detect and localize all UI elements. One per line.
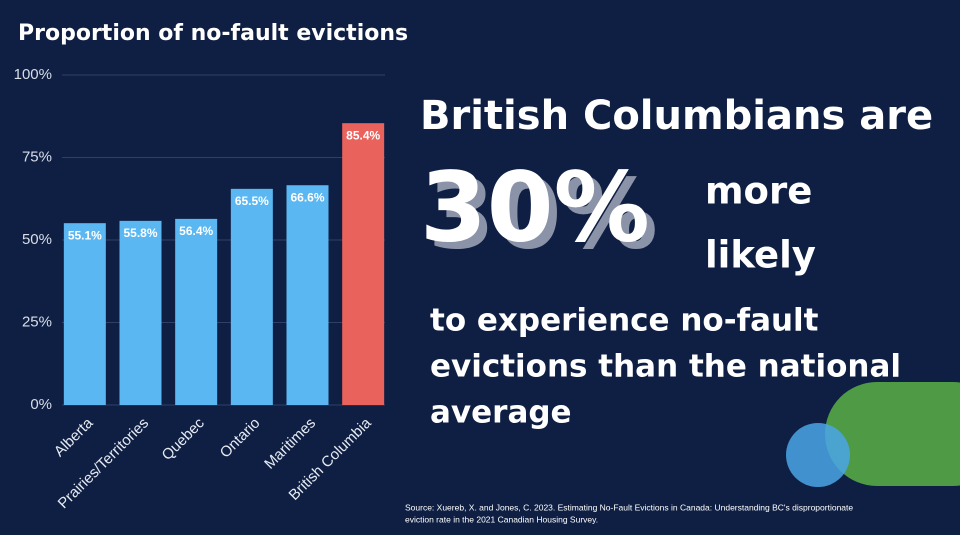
figure-side: more <box>705 170 812 213</box>
headline-lead: British Columbians are <box>420 93 933 139</box>
y-tick-label: 75% <box>22 148 52 165</box>
value-label: 66.6% <box>290 190 324 204</box>
value-label: 55.8% <box>123 226 157 240</box>
headline-body: average <box>430 395 572 431</box>
source: Source: Xuereb, X. and Jones, C. 2023. E… <box>405 502 853 512</box>
figure-shadow: 30% <box>428 158 658 270</box>
value-label: 65.5% <box>235 194 269 208</box>
value-label: 85.4% <box>346 128 380 142</box>
source: eviction rate in the 2021 Canadian Housi… <box>405 514 598 524</box>
bar <box>119 220 162 405</box>
value-label: 55.1% <box>68 228 102 242</box>
bar <box>175 218 218 405</box>
chart-title: Proportion of no-fault evictions <box>18 21 408 46</box>
headline-body: evictions than the national <box>430 349 901 385</box>
bar <box>342 123 385 406</box>
decor-pill <box>825 382 960 486</box>
figure-side: likely <box>705 234 816 277</box>
y-tick-label: 25% <box>22 313 52 330</box>
y-tick-label: 0% <box>30 396 52 413</box>
headline-figure: 30% <box>420 151 650 263</box>
y-tick-label: 100% <box>14 66 52 83</box>
y-tick-label: 50% <box>22 231 52 248</box>
bar <box>63 223 106 405</box>
bar <box>230 188 273 405</box>
bar <box>286 185 329 405</box>
headline-body: to experience no-fault <box>430 303 819 339</box>
decor-circle <box>786 423 850 487</box>
value-label: 56.4% <box>179 224 213 238</box>
